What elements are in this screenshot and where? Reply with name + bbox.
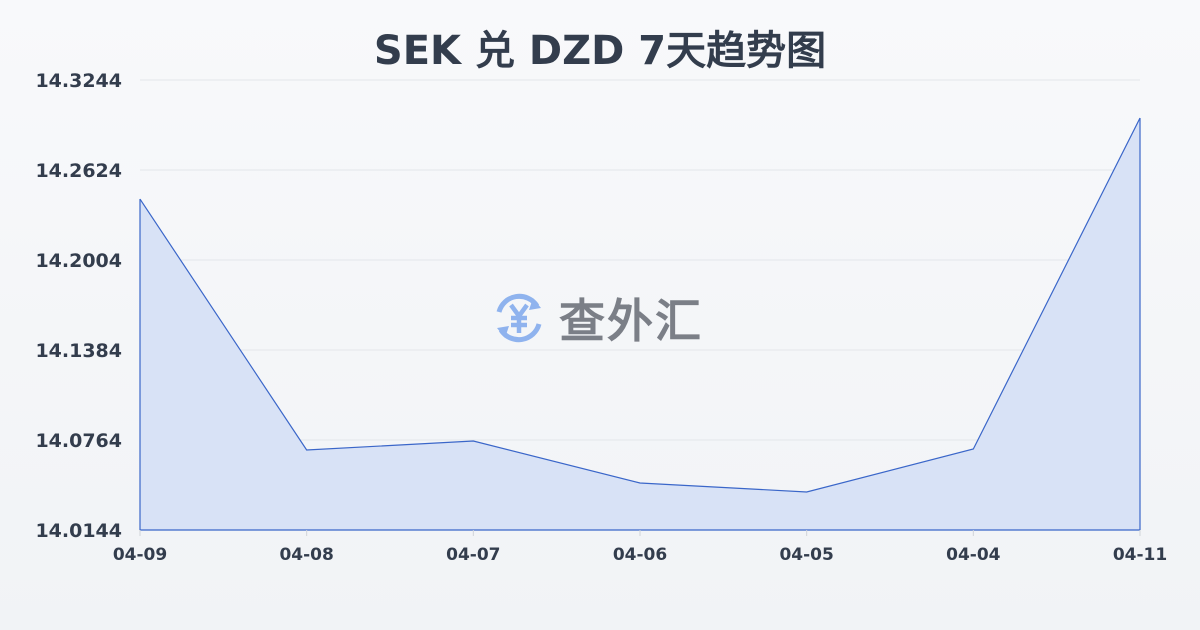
- x-tick-label: 04-09: [113, 545, 167, 565]
- area-fill: [140, 118, 1140, 530]
- x-tick-label: 04-07: [446, 545, 500, 565]
- x-tick-label: 04-04: [946, 545, 1001, 565]
- y-tick-label: 14.0144: [35, 520, 122, 542]
- yen-exchange-icon: [496, 293, 542, 343]
- x-tick-label: 04-06: [613, 545, 667, 565]
- y-tick-label: 14.2004: [35, 250, 122, 272]
- y-tick-label: 14.0764: [35, 430, 122, 452]
- watermark: 查外汇: [489, 285, 703, 351]
- y-tick-label: 14.2624: [35, 160, 122, 182]
- chart-title: SEK 兑 DZD 7天趋势图: [373, 28, 827, 74]
- watermark-text: 查外汇: [559, 294, 703, 348]
- x-tick-label: 04-08: [279, 545, 333, 565]
- x-tick-label: 04-11: [1113, 545, 1167, 565]
- y-tick-label: 14.1384: [35, 340, 122, 362]
- y-tick-label: 14.3244: [35, 70, 122, 92]
- x-tick-label: 04-05: [779, 545, 833, 565]
